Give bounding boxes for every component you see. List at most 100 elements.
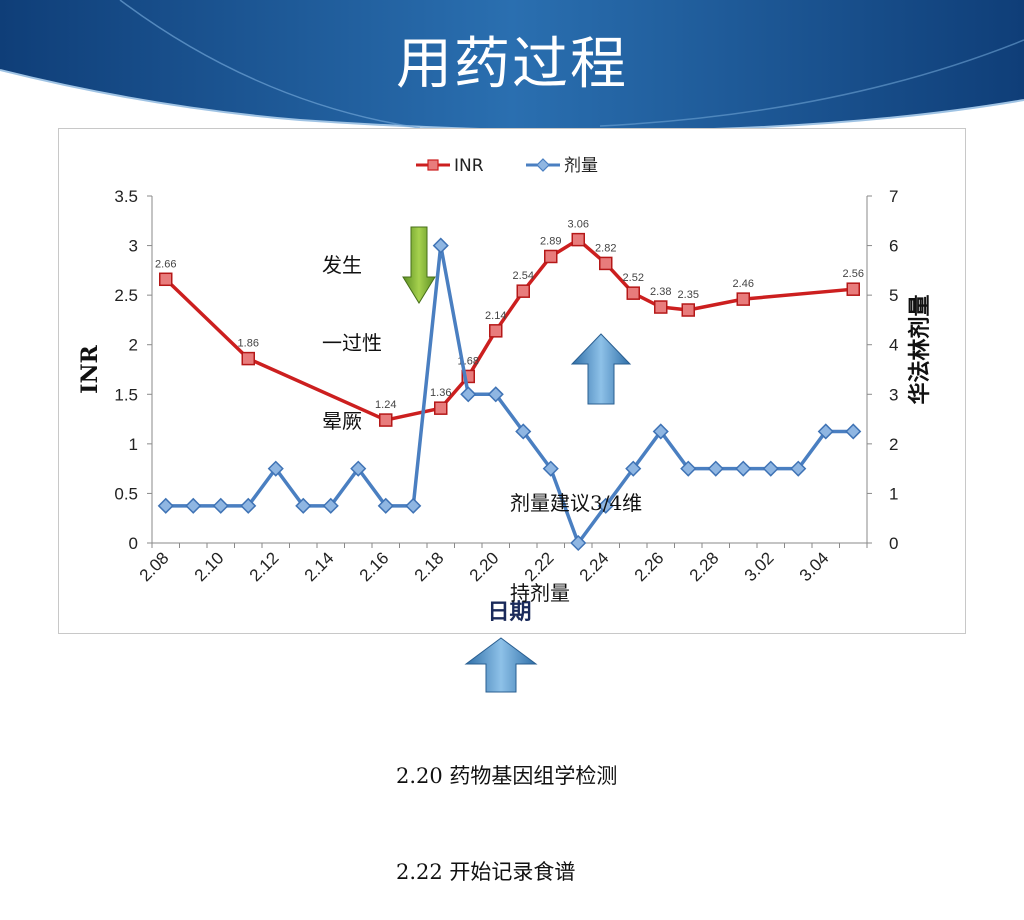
dose-point <box>790 460 807 477</box>
chart: 0 0.5 1 1.5 2 2.5 3 3.5 0 1 2 3 4 5 6 7 2.08 2.10 2.12 2.14… <box>77 156 933 625</box>
arrow-down-green-icon <box>402 226 436 304</box>
inr-data-label: 1.86 <box>238 338 259 350</box>
dose-point <box>707 460 724 477</box>
dose-point <box>735 460 752 477</box>
y2-tick-label: 0 <box>889 534 898 553</box>
syncope-annotation: 发生 一过性 晕厥 <box>322 200 382 460</box>
dose-advice-line: 剂量建议3/4维 <box>510 491 643 515</box>
dose-point <box>322 497 339 514</box>
dose-point <box>432 237 449 254</box>
y-axis-title: INR <box>77 344 103 393</box>
dose-advice-line: 持剂量 <box>510 581 570 605</box>
legend-swatch-marker <box>427 159 439 171</box>
x-tick-label: 2.12 <box>246 548 283 585</box>
inr-data-label: 2.89 <box>540 235 561 247</box>
inr-data-label: 1.36 <box>430 387 451 399</box>
y-tick-label: 0 <box>129 534 138 553</box>
inr-point <box>379 413 393 427</box>
y2-tick-label: 6 <box>889 237 898 256</box>
syncope-line: 发生 <box>322 253 362 277</box>
dose-point <box>597 497 614 514</box>
arrow-up-blue-icon <box>570 333 632 405</box>
dose-point <box>350 460 367 477</box>
inr-point <box>159 272 173 287</box>
dose-point <box>267 460 284 477</box>
inr-point <box>544 249 558 264</box>
dose-point <box>762 460 779 477</box>
y2-tick-label: 1 <box>889 484 898 503</box>
inr-point <box>736 292 750 306</box>
inr-data-label: 2.56 <box>843 268 864 280</box>
inr-point <box>516 284 530 298</box>
y-tick-label: 0.5 <box>114 484 138 503</box>
inr-data-label: 2.82 <box>595 242 616 254</box>
dose-point <box>845 423 862 440</box>
dose-point <box>652 423 669 440</box>
header-banner <box>0 0 1024 132</box>
y-tick-label: 3 <box>129 237 138 256</box>
inr-data-label: 2.14 <box>485 310 506 322</box>
legend-swatch-marker <box>536 158 550 172</box>
footer-note: 2.22 开始记录食谱 <box>396 860 576 884</box>
dose-point <box>460 386 477 403</box>
dose-point <box>157 497 174 514</box>
y-tick-label: 1.5 <box>114 385 138 404</box>
inr-data-label: 2.46 <box>733 278 754 290</box>
inr-point <box>846 282 860 296</box>
x-tick-label: 2.14 <box>301 548 338 585</box>
dose-point <box>625 460 642 477</box>
dose-point <box>487 386 504 403</box>
y2-tick-label: 4 <box>889 336 898 355</box>
dose-point <box>817 423 834 440</box>
x-tick-label: 2.16 <box>356 548 393 585</box>
syncope-line: 一过性 <box>322 331 382 355</box>
inr-point <box>241 351 255 366</box>
y2-axis-title: 华法林剂量 <box>907 294 933 404</box>
x-axis-title: 日期 <box>487 600 531 625</box>
y-tick-label: 1 <box>129 435 138 454</box>
arrow-up-blue-icon <box>464 637 538 693</box>
dose-point <box>240 497 257 514</box>
dose-point <box>185 497 202 514</box>
legend-label: 剂量 <box>564 156 598 176</box>
x-tick-label: 2.18 <box>411 548 448 585</box>
y-tick-label: 2 <box>129 336 138 355</box>
y2-tick-label: 7 <box>889 187 898 206</box>
inr-data-label: 2.54 <box>513 270 534 282</box>
inr-data-label: 2.38 <box>650 286 671 298</box>
dose-point <box>515 423 532 440</box>
inr-point <box>681 303 695 317</box>
syncope-line: 晕厥 <box>322 409 362 433</box>
inr-point <box>434 401 448 415</box>
x-tick-label: 2.08 <box>136 548 173 585</box>
inr-point <box>571 232 585 247</box>
y-tick-label: 3.5 <box>114 187 138 206</box>
y2-tick-label: 5 <box>889 286 898 305</box>
inr-point <box>489 324 503 338</box>
series-line <box>164 237 854 422</box>
dose-point <box>542 460 559 477</box>
x-tick-label: 3.04 <box>796 548 833 585</box>
dose-advice-annotation: 剂量建议3/4维 持剂量 <box>510 428 642 638</box>
y2-tick-label: 3 <box>889 385 898 404</box>
inr-data-label: 2.52 <box>623 272 644 284</box>
dose-point <box>405 497 422 514</box>
inr-data-label: 2.35 <box>678 289 699 301</box>
footer-note: 2.20 药物基因组学检测 <box>396 764 618 788</box>
chart-frame: 0 0.5 1 1.5 2 2.5 3 3.5 0 1 2 3 4 5 6 7 2.08 2.10 2.12 2.14… <box>58 128 966 634</box>
inr-data-label: 1.24 <box>375 399 396 411</box>
inr-point <box>654 300 668 314</box>
footer-notes: 2.20 药物基因组学检测 2.22 开始记录食谱 <box>396 696 617 920</box>
inr-point <box>599 256 613 271</box>
x-tick-label: 3.02 <box>741 548 778 585</box>
dose-point <box>570 534 587 552</box>
inr-data-label: 2.66 <box>155 258 176 270</box>
x-tick-label: 2.28 <box>686 548 723 585</box>
dose-point <box>212 497 229 514</box>
slide-title: 用药过程 <box>396 32 628 97</box>
x-tick-label: 2.10 <box>191 548 228 585</box>
legend-label: INR <box>454 156 484 176</box>
y2-tick-label: 2 <box>889 435 898 454</box>
dose-point <box>295 497 312 514</box>
inr-point <box>626 286 640 300</box>
